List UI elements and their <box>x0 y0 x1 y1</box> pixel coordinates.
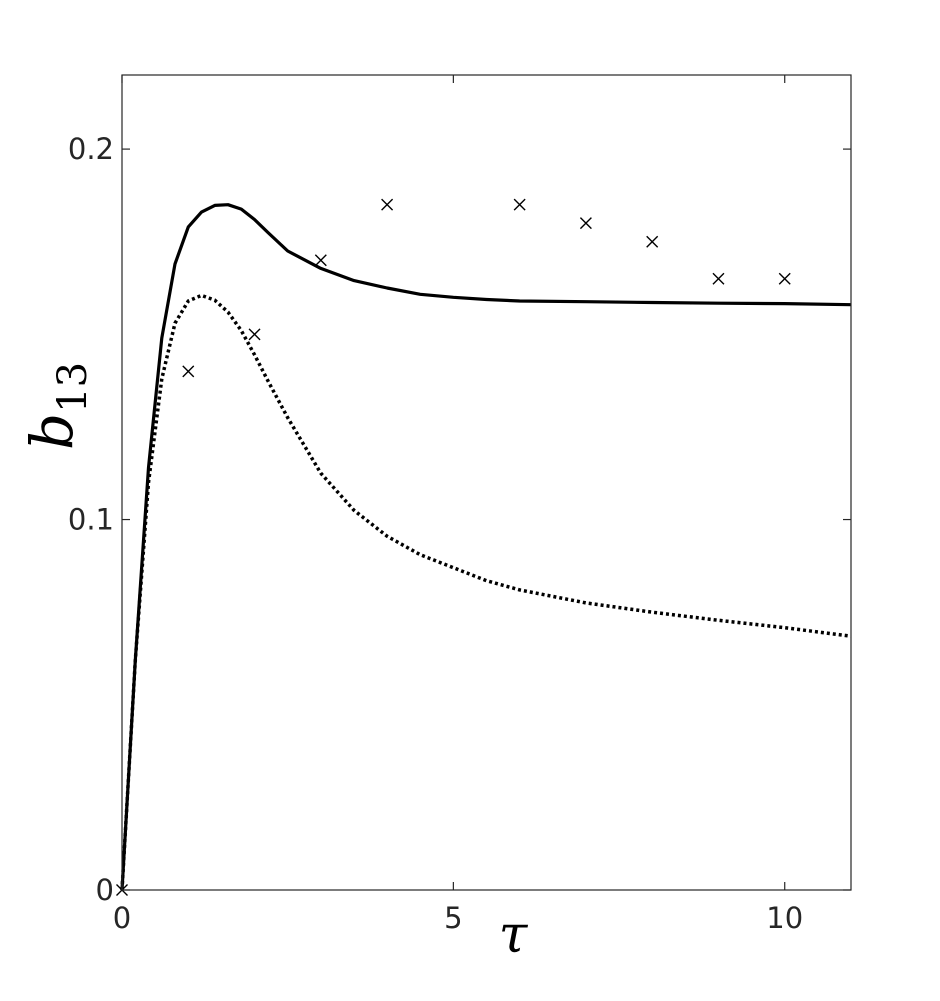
x-tick-label: 5 <box>444 901 462 935</box>
dotted-series-line <box>120 293 852 891</box>
x-marker-point <box>314 254 327 267</box>
axis-layer: 0 5 10 0 0.1 0.2 <box>68 74 852 935</box>
axes-box <box>121 74 852 891</box>
x-marker-point <box>646 235 659 248</box>
solid-series-line <box>120 203 852 891</box>
svg-text:b13: b13 <box>18 362 96 450</box>
y-axis-label: b <box>18 413 86 450</box>
y-axis-label-subscript: 13 <box>50 362 96 413</box>
x-marker-point <box>513 198 526 211</box>
x-marker-point <box>712 272 725 285</box>
x-tick-label: 0 <box>113 901 131 935</box>
marker-series <box>116 198 791 896</box>
x-marker-point <box>778 272 791 285</box>
x-tick-label: 10 <box>766 901 803 935</box>
x-marker-point <box>381 198 394 211</box>
plot-area <box>122 75 851 890</box>
x-marker-point <box>182 365 195 378</box>
y-tick-label: 0 <box>96 873 114 907</box>
y-axis-label-group: b13 <box>18 362 96 450</box>
x-marker-point <box>248 328 261 341</box>
x-marker-point <box>579 217 592 230</box>
y-tick-label: 0.2 <box>68 132 114 166</box>
y-tick-label: 0.1 <box>68 503 114 537</box>
x-axis-label: τ <box>499 905 529 965</box>
series-layer <box>116 198 852 896</box>
